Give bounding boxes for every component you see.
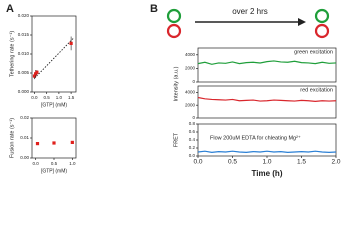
vesicle-icons: [166, 8, 330, 39]
trace: [197, 60, 337, 65]
x-tick-label: 1.0: [56, 95, 63, 100]
point: [32, 74, 37, 78]
y-tick-label: 0.015: [18, 32, 30, 37]
note: over 2 hrs: [232, 7, 268, 16]
x-tick-label: 1.5: [68, 95, 75, 100]
x-tick-label: 0.5: [44, 95, 51, 100]
arrow-head: [298, 18, 306, 26]
annotation: red excitation: [300, 87, 333, 93]
x-tick-label: 1.5: [297, 159, 306, 166]
y-tick-label: 0.010: [18, 51, 30, 56]
y-tick-label: 4000: [185, 90, 196, 95]
figure: A B over 2 hrs 0.0000.0050.0100.0150.020…: [6, 3, 341, 178]
point: [70, 140, 74, 144]
y-axis-label: Intensity (a.u.): [173, 66, 179, 101]
annotation: Flow 200uM EDTA for chleating Mg²⁺: [210, 134, 301, 141]
x-tick-label: 0.5: [51, 161, 58, 166]
point: [69, 41, 73, 45]
x-tick-label: 1.0: [69, 161, 76, 166]
y-tick-label: 0.000: [18, 89, 30, 94]
x-tick-label: 0.0: [33, 161, 40, 166]
y-tick-label: 0: [192, 79, 195, 84]
plot-frame: [197, 47, 337, 83]
trace: [197, 96, 337, 102]
plot-frame: [31, 15, 77, 93]
x-axis-label: [GTP] (mM): [41, 102, 67, 108]
point: [52, 141, 56, 145]
annotation: green excitation: [294, 49, 333, 55]
panel-label: B: [150, 3, 158, 15]
y-tick-label: 0.01: [20, 135, 29, 140]
y-axis-label: Fusion rate (s⁻¹): [9, 118, 15, 158]
y-axis-label: Tethering rate (s⁻¹): [9, 31, 15, 77]
plot-frame: [197, 85, 337, 119]
x-tick-label: 0.0: [31, 95, 38, 100]
panel-label: A: [6, 3, 14, 15]
y-tick-label: 0.6: [189, 129, 196, 134]
x-axis-label: [GTP] (mM): [41, 168, 67, 174]
trace: [197, 150, 337, 154]
plot-frame: [31, 117, 77, 159]
y-tick-label: 2000: [185, 102, 196, 107]
y-axis-label: FRET: [173, 132, 179, 147]
y-tick-label: 0.8: [189, 121, 196, 126]
x-axis-label: Time (h): [252, 169, 283, 178]
y-tick-label: 0.00: [20, 155, 29, 160]
y-tick-label: 0.020: [18, 13, 30, 18]
x-tick-label: 2.0: [331, 159, 340, 166]
point: [35, 70, 39, 74]
y-tick-label: 0.4: [189, 137, 196, 142]
x-tick-label: 0.0: [193, 159, 202, 166]
y-tick-label: 4000: [185, 52, 196, 57]
point: [35, 142, 40, 146]
y-tick-label: 0.02: [20, 115, 29, 120]
y-tick-label: 0: [192, 115, 195, 120]
y-tick-label: 0.005: [18, 70, 30, 75]
y-tick-label: 2000: [185, 66, 196, 71]
x-tick-label: 0.5: [228, 159, 237, 166]
fit-line: [34, 37, 74, 79]
y-tick-label: 0.0: [189, 153, 196, 158]
x-tick-label: 1.0: [262, 159, 271, 166]
y-tick-label: 0.2: [189, 145, 196, 150]
